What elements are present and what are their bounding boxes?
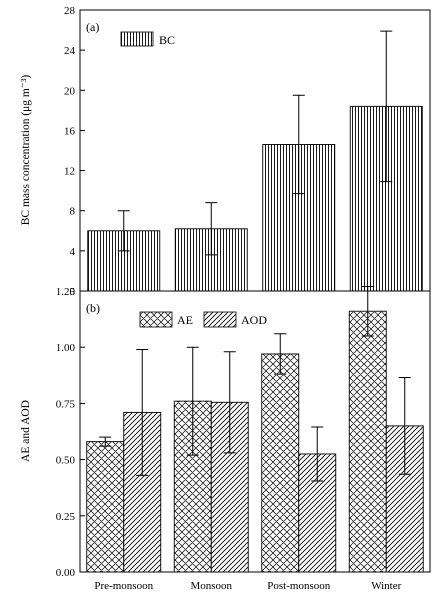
panel-a-error-bars (117, 30, 393, 256)
panel-a-y-axis-label: BC mass concentration (μg m⁻³) (20, 75, 32, 226)
bar-ae-winter (348, 310, 387, 573)
error-bar-aod-post-monsoon (311, 426, 324, 482)
error-bar-ae-post-monsoon (274, 333, 287, 375)
panel-a-bars (87, 105, 423, 292)
error-bar-bc-monsoon (205, 202, 218, 256)
panel-b-bars (86, 310, 424, 573)
error-bar-bc-pre-monsoon (117, 210, 130, 252)
legend-label-bc: BC (159, 33, 175, 47)
error-bar-aod-pre-monsoon (136, 348, 149, 476)
error-bar-bc-winter (380, 30, 393, 183)
legend-swatch-ae (139, 311, 173, 328)
y-tick-label: 8 (70, 206, 76, 218)
legend-swatch-aod (203, 311, 237, 328)
y-tick-label: 0.00 (56, 567, 76, 579)
y-tick-label: 1.00 (56, 342, 76, 354)
error-bar-ae-monsoon (186, 346, 199, 456)
legend-label-aod: AOD (241, 313, 267, 327)
panel-b-frame (79, 290, 431, 573)
panel-a-label: (a) (86, 20, 99, 34)
legend-swatch-bc (120, 31, 154, 47)
bar-ae-pre-monsoon (86, 441, 125, 573)
panel-b-y-axis-label: AE and AOD (20, 400, 32, 462)
panel-b-error-bars (99, 286, 411, 482)
error-bar-bc-post-monsoon (292, 94, 305, 195)
panel-b-legend: AE AOD (139, 311, 267, 328)
y-tick-label: 12 (64, 166, 75, 178)
panel-b: 0.00 0.25 0.50 0.75 1.00 1.25 (b) AE AOD AE a… (20, 286, 431, 579)
y-tick-label: 28 (64, 5, 76, 17)
y-tick-label: 0 (70, 286, 76, 298)
panel-a-legend: BC (120, 31, 175, 47)
panel-a-y-ticks: 0 4 8 12 16 20 24 28 (64, 5, 85, 298)
error-bar-aod-winter (398, 377, 411, 475)
error-bar-ae-pre-monsoon (99, 436, 112, 447)
y-tick-label: 0.50 (56, 455, 76, 467)
y-tick-label: 4 (70, 246, 76, 258)
x-tick-label-winter: Winter (371, 580, 401, 592)
x-tick-label-pre-monsoon: Pre-monsoon (94, 580, 153, 592)
error-bar-ae-winter (361, 286, 374, 337)
y-tick-label: 24 (64, 45, 76, 57)
panel-a: 0 4 8 12 16 20 24 28 (a) BC BC mass concentrati… (20, 5, 431, 298)
x-axis-ticks: Pre-monsoon Monsoon Post-monsoon Winter (94, 580, 401, 592)
legend-label-ae: AE (177, 313, 193, 327)
y-tick-label: 16 (64, 125, 76, 137)
x-tick-label-monsoon: Monsoon (190, 580, 232, 592)
y-tick-label: 0.25 (56, 511, 76, 523)
y-tick-label: 0.75 (56, 398, 76, 410)
y-tick-label: 20 (64, 85, 76, 97)
x-tick-label-post-monsoon: Post-monsoon (267, 580, 330, 592)
error-bar-aod-monsoon (223, 351, 236, 454)
panel-b-label: (b) (86, 301, 100, 315)
y-tick-label: 1.25 (56, 286, 76, 298)
panel-b-y-ticks: 0.00 0.25 0.50 0.75 1.00 1.25 (56, 286, 85, 579)
bar-ae-post-monsoon (261, 353, 300, 573)
